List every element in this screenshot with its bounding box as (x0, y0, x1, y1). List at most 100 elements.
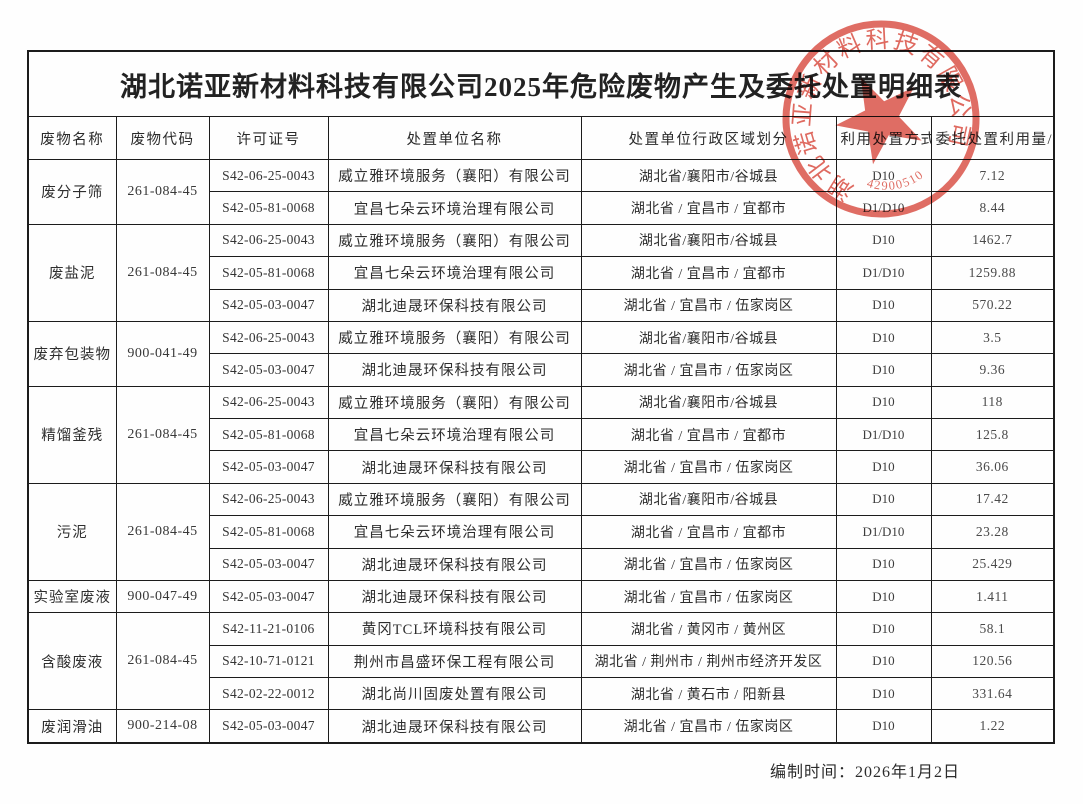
region-cell: 湖北省 / 宜昌市 / 宜都市 (580, 191, 837, 225)
col-header-waste-name: 废物名称 (27, 116, 117, 160)
disposal-company-cell: 荆州市昌盛环保工程有限公司 (327, 644, 582, 679)
disposal-method-cell: D10 (835, 482, 932, 517)
disposal-company-cell: 湖北尚川固废处置有限公司 (327, 676, 582, 711)
disposal-method-cell: D10 (835, 579, 932, 614)
amount-cell: 17.42 (930, 482, 1055, 517)
region-cell: 湖北省/襄阳市/谷城县 (580, 158, 837, 193)
amount-cell: 3.5 (930, 320, 1055, 355)
amount-cell: 7.12 (930, 158, 1055, 193)
region-cell: 湖北省 / 宜昌市 / 宜都市 (580, 256, 837, 290)
permit-number-cell: S42-06-25-0043 (208, 385, 329, 420)
disposal-company-cell: 湖北迪晟环保科技有限公司 (327, 547, 582, 581)
amount-cell: 1.411 (930, 579, 1055, 614)
disposal-method-cell: D10 (835, 320, 932, 355)
disposal-company-cell: 宜昌七朵云环境治理有限公司 (327, 256, 582, 290)
disposal-method-cell: D10 (835, 644, 932, 679)
permit-number-cell: S42-05-81-0068 (208, 515, 329, 549)
amount-cell: 1259.88 (930, 256, 1055, 290)
waste-code-cell: 900-041-49 (115, 320, 210, 387)
disposal-company-cell: 黄冈TCL环境科技有限公司 (327, 612, 582, 646)
permit-number-cell: S42-05-03-0047 (208, 353, 329, 387)
disposal-company-cell: 湖北迪晟环保科技有限公司 (327, 579, 582, 614)
region-cell: 湖北省 / 宜昌市 / 伍家岗区 (580, 547, 837, 581)
disposal-company-cell: 宜昌七朵云环境治理有限公司 (327, 417, 582, 452)
amount-cell: 1462.7 (930, 223, 1055, 258)
amount-cell: 8.44 (930, 191, 1055, 225)
region-cell: 湖北省 / 宜昌市 / 伍家岗区 (580, 579, 837, 614)
waste-disposal-table: 湖北诺亚新材料科技有限公司2025年危险废物产生及委托处置明细表 废物名称 废物… (27, 50, 1056, 744)
permit-number-cell: S42-05-03-0047 (208, 709, 329, 744)
disposal-method-cell: D10 (835, 353, 932, 387)
permit-number-cell: S42-10-71-0121 (208, 644, 329, 679)
region-cell: 湖北省 / 宜昌市 / 伍家岗区 (580, 353, 837, 387)
disposal-company-cell: 宜昌七朵云环境治理有限公司 (327, 191, 582, 225)
permit-number-cell: S42-05-81-0068 (208, 256, 329, 290)
table-row: S42-05-03-0047 湖北迪晟环保科技有限公司 湖北省 / 宜昌市 / 伍家… (28, 288, 1055, 322)
page-title: 湖北诺亚新材料科技有限公司2025年危险废物产生及委托处置明细表 (27, 50, 1055, 117)
disposal-method-cell: D1/D10 (835, 417, 932, 452)
disposal-company-cell: 威立雅环境服务（襄阳）有限公司 (327, 482, 582, 517)
table-row: S42-05-03-0047 湖北迪晟环保科技有限公司 湖北省 / 宜昌市 / 伍家… (28, 450, 1055, 484)
region-cell: 湖北省/襄阳市/谷城县 (580, 223, 837, 258)
header-row: 废物名称 废物代码 许可证号 处置单位名称 处置单位行政区域划分 利用处置方式 … (27, 116, 1055, 160)
col-header-waste-code: 废物代码 (115, 116, 210, 160)
table-row: 含酸废液 261-084-45 S42-11-21-0106 黄冈TCL环境科技有限公… (27, 612, 1055, 711)
waste-code-cell: 261-084-45 (115, 385, 210, 484)
title-row: 湖北诺亚新材料科技有限公司2025年危险废物产生及委托处置明细表 (27, 50, 1055, 117)
waste-name-cell: 含酸废液 (27, 612, 117, 711)
permit-number-cell: S42-02-22-0012 (208, 676, 329, 711)
disposal-method-cell: D1/D10 (835, 515, 932, 549)
disposal-method-cell: D10 (835, 547, 932, 581)
table-row: 污泥 261-084-45 S42-06-25-0043 威立雅环境服务（襄阳）有限公… (27, 482, 1055, 581)
waste-code-cell: 261-084-45 (115, 159, 210, 225)
disposal-company-cell: 湖北迪晟环保科技有限公司 (327, 353, 582, 387)
table-row: S42-05-81-0068 宜昌七朵云环境治理有限公司 湖北省 / 宜昌市 / 宜… (28, 256, 1055, 290)
amount-cell: 125.8 (930, 417, 1055, 452)
region-cell: 湖北省 / 黄冈市 / 黄州区 (580, 612, 837, 646)
region-cell: 湖北省 / 宜昌市 / 伍家岗区 (580, 450, 837, 484)
amount-cell: 120.56 (930, 644, 1055, 679)
permit-number-cell: S42-06-25-0043 (208, 482, 329, 517)
disposal-company-cell: 湖北迪晟环保科技有限公司 (327, 709, 582, 744)
permit-number-cell: S42-05-03-0047 (208, 288, 329, 322)
table-row: 废分子筛 261-084-45 S42-06-25-0043 威立雅环境服务（襄阳）有… (27, 158, 1055, 225)
waste-name-cell: 精馏釜残 (27, 385, 117, 484)
waste-name-cell: 废弃包装物 (27, 320, 117, 387)
region-cell: 湖北省 / 荆州市 / 荆州市经济开发区 (580, 644, 837, 679)
table-row: S42-10-71-0121 荆州市昌盛环保工程有限公司 湖北省 / 荆州市 / 荆… (28, 644, 1055, 679)
disposal-method-cell: D10 (835, 223, 932, 258)
amount-cell: 58.1 (930, 612, 1055, 646)
col-header-region: 处置单位行政区域划分 (580, 116, 837, 160)
amount-cell: 9.36 (930, 353, 1055, 387)
waste-code-cell: 900-214-08 (115, 709, 210, 744)
disposal-company-cell: 威立雅环境服务（襄阳）有限公司 (327, 223, 582, 258)
disposal-company-cell: 湖北迪晟环保科技有限公司 (327, 450, 582, 484)
amount-cell: 25.429 (930, 547, 1055, 581)
disposal-method-cell: D10 (835, 450, 932, 484)
table-row: 废润滑油 900-214-08 S42-05-03-0047 湖北迪晟环保科技有限公司… (27, 709, 1055, 744)
permit-number-cell: S42-06-25-0043 (208, 320, 329, 355)
disposal-method-cell: D10 (835, 158, 932, 193)
region-cell: 湖北省/襄阳市/谷城县 (580, 320, 837, 355)
permit-number-cell: S42-05-81-0068 (208, 191, 329, 225)
disposal-method-cell: D10 (835, 612, 932, 646)
col-header-amount: 委托处置利用量/吨 (930, 116, 1055, 160)
permit-number-cell: S42-05-03-0047 (208, 450, 329, 484)
table-row: 废弃包装物 900-041-49 S42-06-25-0043 威立雅环境服务（襄阳）… (27, 320, 1055, 387)
region-cell: 湖北省 / 宜昌市 / 宜都市 (580, 515, 837, 549)
table-row: S42-05-81-0068 宜昌七朵云环境治理有限公司 湖北省 / 宜昌市 / 宜… (28, 417, 1055, 452)
amount-cell: 331.64 (930, 676, 1055, 711)
waste-name-cell: 废盐泥 (27, 223, 117, 322)
disposal-company-cell: 威立雅环境服务（襄阳）有限公司 (327, 385, 582, 420)
table-row: 精馏釜残 261-084-45 S42-06-25-0043 威立雅环境服务（襄阳）有… (27, 385, 1055, 484)
waste-name-cell: 废分子筛 (27, 159, 117, 225)
waste-code-cell: 261-084-45 (115, 223, 210, 322)
prepared-date: 编制时间：2026年1月2日 (770, 764, 961, 781)
region-cell: 湖北省 / 宜昌市 / 伍家岗区 (580, 709, 837, 744)
waste-name-cell: 实验室废液 (27, 579, 117, 614)
disposal-company-cell: 威立雅环境服务（襄阳）有限公司 (327, 158, 582, 193)
disposal-method-cell: D10 (835, 385, 932, 420)
region-cell: 湖北省 / 宜昌市 / 伍家岗区 (580, 288, 837, 322)
amount-cell: 23.28 (930, 515, 1055, 549)
